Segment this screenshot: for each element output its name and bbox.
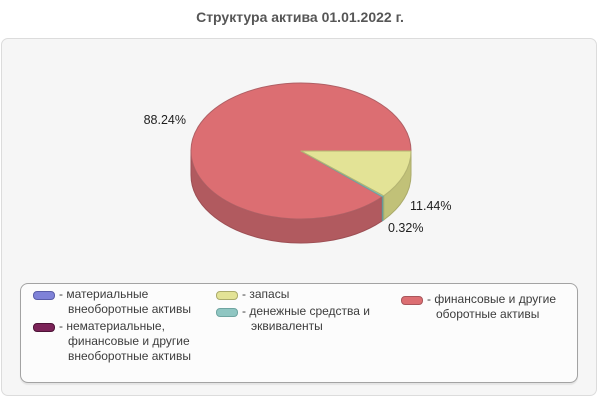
legend-column-2: - запасы - денежные средства и эквивален… bbox=[216, 287, 388, 336]
pie-slice-inventory bbox=[300, 150, 412, 197]
legend-column-3: - финансовые и другие оборотные активы bbox=[401, 292, 577, 324]
legend-label-text: материальные внеоборотные активы bbox=[66, 287, 191, 316]
legend-item-financial-current: - финансовые и другие оборотные активы bbox=[401, 292, 577, 322]
pie-chart bbox=[190, 82, 412, 244]
legend-column-1: - материальные внеоборотные активы - нем… bbox=[33, 287, 213, 366]
legend-item-inventory: - запасы bbox=[216, 287, 388, 302]
legend-label-text: финансовые и другие оборотные активы bbox=[434, 292, 556, 321]
legend-label-text: денежные средства и эквиваленты bbox=[249, 304, 371, 333]
legend-label-text: нематериальные, финансовые и другие внео… bbox=[66, 319, 191, 363]
legend-item-tangible-noncurrent: - материальные внеоборотные активы bbox=[33, 287, 213, 317]
legend-label: - материальные внеоборотные активы bbox=[59, 287, 213, 317]
legend-label: - запасы bbox=[242, 287, 291, 302]
legend-label: - денежные средства и эквиваленты bbox=[242, 304, 388, 334]
legend-bullet: - bbox=[59, 319, 63, 333]
data-label-inventory: 11.44% bbox=[410, 199, 452, 213]
chart-panel: 88.24% 11.44% 0.32% - материальные внеоб… bbox=[1, 38, 597, 396]
legend-bullet: - bbox=[59, 287, 63, 301]
legend-swatch-intangible-noncurrent bbox=[33, 323, 55, 332]
legend-swatch-inventory bbox=[216, 291, 238, 300]
legend-swatch-tangible-noncurrent bbox=[33, 291, 55, 300]
chart-title: Структура актива 01.01.2022 г. bbox=[196, 9, 404, 25]
legend-swatch-cash bbox=[216, 308, 238, 317]
legend-label: - финансовые и другие оборотные активы bbox=[427, 292, 577, 322]
legend-bullet: - bbox=[427, 292, 431, 306]
legend-swatch-financial-current bbox=[401, 296, 423, 305]
legend-label: - нематериальные, финансовые и другие вн… bbox=[59, 319, 213, 364]
legend-label-text: запасы bbox=[249, 287, 290, 301]
legend-bullet: - bbox=[242, 304, 246, 318]
legend-item-intangible-noncurrent: - нематериальные, финансовые и другие вн… bbox=[33, 319, 213, 364]
legend-item-cash: - денежные средства и эквиваленты bbox=[216, 304, 388, 334]
legend: - материальные внеоборотные активы - нем… bbox=[20, 283, 578, 383]
data-label-cash: 0.32% bbox=[388, 221, 424, 235]
data-label-financial-current: 88.24% bbox=[143, 113, 186, 127]
legend-bullet: - bbox=[242, 287, 246, 301]
